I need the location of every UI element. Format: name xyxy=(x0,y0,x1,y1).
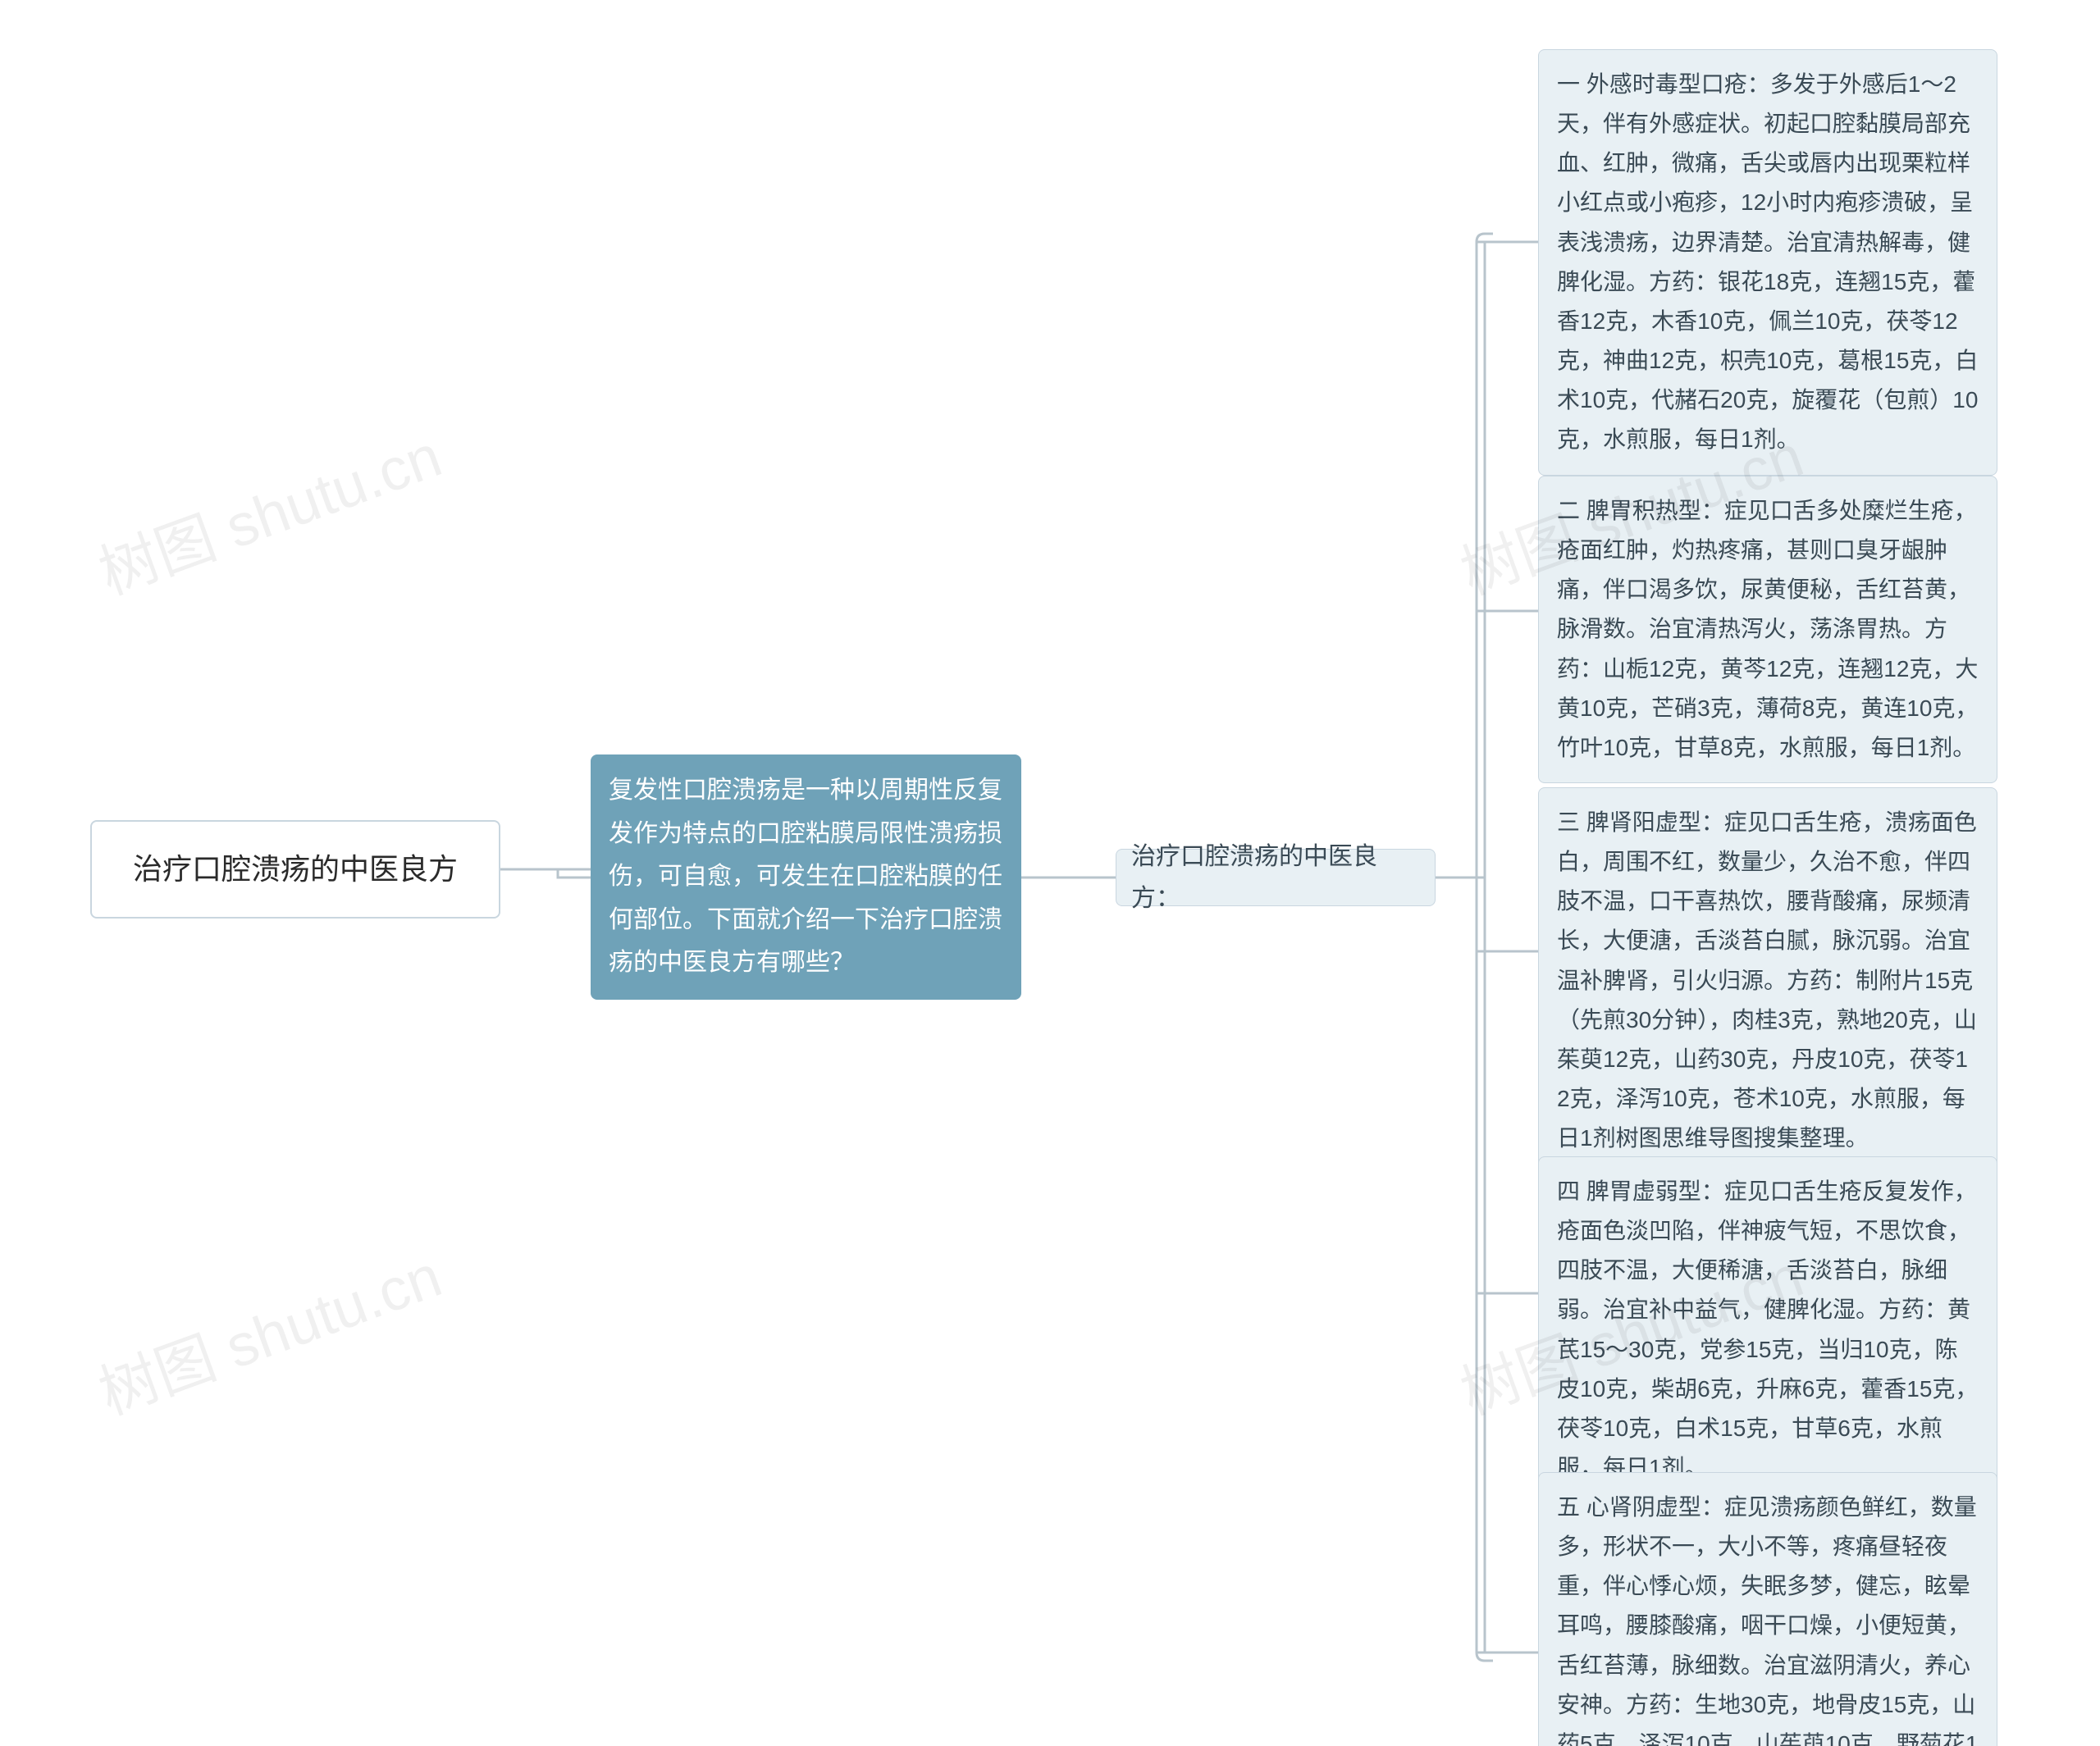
watermark-text: 树图 shutu.cn xyxy=(91,423,450,607)
leaf-node-4[interactable]: 四 脾胃虚弱型：症见口舌生疮反复发作，疮面色淡凹陷，伴神疲气短，不思饮食，四肢不… xyxy=(1538,1156,1997,1503)
root-node-text: 治疗口腔溃疡的中医良方 xyxy=(133,844,458,894)
intro-node-text: 复发性口腔溃疡是一种以周期性反复发作为特点的口腔粘膜局限性溃疡损伤，可自愈，可发… xyxy=(609,777,1002,976)
category-node-text: 治疗口腔溃疡的中医良方： xyxy=(1131,836,1420,919)
leaf-node-5[interactable]: 五 心肾阴虚型：症见溃疡颜色鲜红，数量多，形状不一，大小不等，疼痛昼轻夜重，伴心… xyxy=(1538,1472,1997,1746)
leaf-node-2[interactable]: 二 脾胃积热型：症见口舌多处糜烂生疮，疮面红肿，灼热疼痛，甚则口臭牙龈肿痛，伴口… xyxy=(1538,476,1997,783)
leaf-node-5-text: 五 心肾阴虚型：症见溃疡颜色鲜红，数量多，形状不一，大小不等，疼痛昼轻夜重，伴心… xyxy=(1557,1494,1978,1746)
watermark: 树图 shutu.cn xyxy=(85,408,451,611)
category-node[interactable]: 治疗口腔溃疡的中医良方： xyxy=(1116,849,1436,906)
leaf-node-1-text: 一 外感时毒型口疮：多发于外感后1～2天，伴有外感症状。初起口腔黏膜局部充血、红… xyxy=(1557,71,1978,452)
leaf-node-3[interactable]: 三 脾肾阳虚型：症见口舌生疮，溃疡面色白，周围不红，数量少，久治不愈，伴四肢不温… xyxy=(1538,787,1997,1174)
leaf-node-3-text: 三 脾肾阳虚型：症见口舌生疮，溃疡面色白，周围不红，数量少，久治不愈，伴四肢不温… xyxy=(1557,809,1977,1151)
intro-node[interactable]: 复发性口腔溃疡是一种以周期性反复发作为特点的口腔粘膜局限性溃疡损伤，可自愈，可发… xyxy=(591,754,1021,1000)
mindmap-canvas: { "diagram": { "type": "mindmap / tree",… xyxy=(0,0,2100,1746)
edge-category-spine xyxy=(1436,242,1538,1653)
leaf-node-2-text: 二 脾胃积热型：症见口舌多处糜烂生疮，疮面红肿，灼热疼痛，甚则口臭牙龈肿痛，伴口… xyxy=(1557,498,1978,760)
root-node[interactable]: 治疗口腔溃疡的中医良方 xyxy=(90,820,500,919)
watermark-text: 树图 shutu.cn xyxy=(91,1243,450,1427)
edge-bracket xyxy=(1436,234,1538,1661)
leaf-node-4-text: 四 脾胃虚弱型：症见口舌生疮反复发作，疮面色淡凹陷，伴神疲气短，不思饮食，四肢不… xyxy=(1557,1178,1978,1480)
watermark: 树图 shutu.cn xyxy=(85,1228,451,1431)
edge-root-intro xyxy=(500,869,591,878)
leaf-node-1[interactable]: 一 外感时毒型口疮：多发于外感后1～2天，伴有外感症状。初起口腔黏膜局部充血、红… xyxy=(1538,49,1997,476)
